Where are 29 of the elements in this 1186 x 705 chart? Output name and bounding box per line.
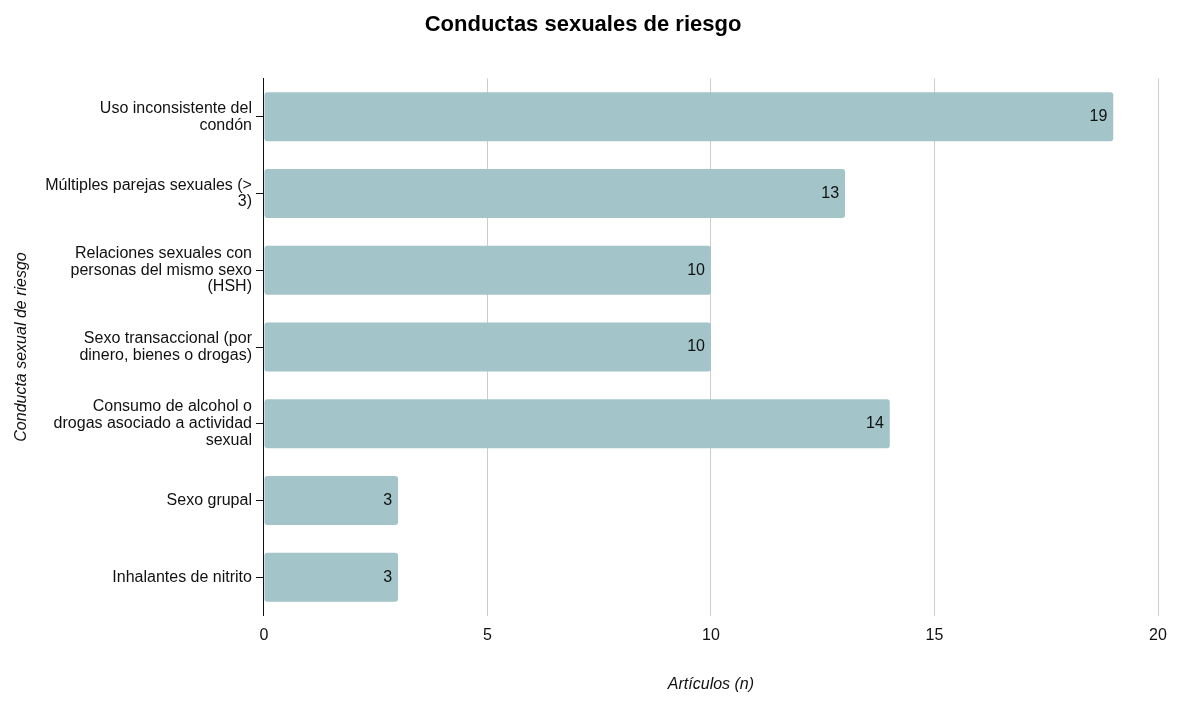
- bar: [264, 475, 399, 526]
- data-label: 3: [383, 490, 393, 508]
- bar: [264, 245, 711, 295]
- y-axis-title: Conducta sexual de riesgo: [12, 252, 30, 442]
- y-tick-label: Sexo grupal: [166, 490, 252, 508]
- x-tick-label: 5: [483, 625, 493, 643]
- data-label: 19: [1089, 107, 1108, 125]
- bar: [264, 322, 711, 372]
- bar: [264, 168, 846, 219]
- data-label: 3: [383, 567, 393, 585]
- bar: [264, 399, 890, 449]
- y-tick-label: Consumo de alcohol o drogas asociado a actividad sexual: [53, 397, 253, 448]
- bar: [264, 552, 399, 602]
- data-label: 10: [687, 260, 706, 278]
- x-axis-title: Artículos (n): [666, 674, 755, 692]
- x-tick-label: 15: [925, 625, 944, 643]
- y-tick-label: Sexo transaccional (por dinero, bienes o drogas): [79, 329, 253, 363]
- y-tick-label: Inhalantes de nitrito: [112, 567, 253, 585]
- data-label: 10: [687, 337, 706, 355]
- data-label: 14: [865, 414, 884, 432]
- x-tick-label: 0: [259, 625, 269, 643]
- bar: [264, 92, 1114, 142]
- x-tick-label: 10: [702, 625, 720, 643]
- x-tick-label: 20: [1149, 625, 1167, 643]
- y-tick-label: Uso inconsistente del condón: [99, 98, 252, 133]
- y-tick-label: Múltiples parejas sexuales (> 3): [45, 175, 252, 210]
- data-label: 13: [821, 183, 840, 201]
- chart-title: Conductas sexuales de riesgo: [424, 11, 742, 37]
- y-tick-label: Relaciones sexuales con personas del mismo sexo (HSH): [70, 243, 253, 295]
